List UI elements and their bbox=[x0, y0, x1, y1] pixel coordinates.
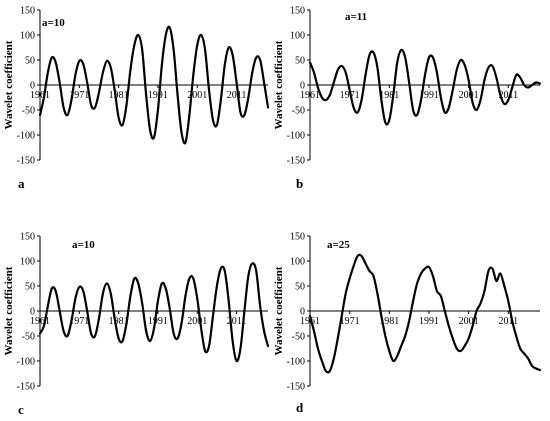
x-tick-label: 1991 bbox=[419, 90, 439, 101]
y-tick-label: 100 bbox=[20, 31, 35, 42]
series-line bbox=[308, 253, 542, 374]
panel-title: a=10 bbox=[72, 239, 95, 251]
x-tick-label: 1981 bbox=[109, 90, 129, 101]
panel-d: -150 -100 -50 0 50 100 150 1961 1971 1981 1991 2001… bbox=[273, 232, 542, 415]
series-line bbox=[308, 48, 542, 126]
y-tick-label: 100 bbox=[20, 257, 35, 268]
x-tick-label: 2001 bbox=[459, 316, 479, 327]
y-tick-label: -50 bbox=[22, 332, 35, 343]
y-axis-title: Wavelet coefficient bbox=[3, 40, 15, 129]
x-tick-label: 1981 bbox=[379, 316, 399, 327]
series-line bbox=[38, 262, 270, 363]
x-tick-label: 2001 bbox=[459, 90, 479, 101]
x-tick-label: 1961 bbox=[300, 90, 320, 101]
series-line bbox=[38, 25, 270, 145]
panel-letter: b bbox=[296, 176, 303, 191]
y-tick-label: -50 bbox=[292, 332, 305, 343]
y-tick-label: -100 bbox=[17, 131, 35, 142]
y-tick-label: -100 bbox=[287, 357, 305, 368]
x-tick-label: 2001 bbox=[187, 316, 207, 327]
y-tick-label: 50 bbox=[295, 282, 305, 293]
x-tick-label: 1991 bbox=[148, 90, 168, 101]
y-tick-label: -150 bbox=[287, 156, 305, 167]
x-tick-label: 2011 bbox=[227, 316, 247, 327]
y-tick-label: -100 bbox=[287, 131, 305, 142]
y-tick-label: 150 bbox=[290, 6, 305, 17]
y-tick-label: -50 bbox=[292, 106, 305, 117]
x-tick-label: 1991 bbox=[419, 316, 439, 327]
panel-letter: d bbox=[296, 400, 304, 415]
x-tick-label: 2011 bbox=[498, 90, 518, 101]
panel-letter: c bbox=[18, 402, 24, 417]
x-tick-label: 1981 bbox=[379, 90, 399, 101]
panel-title: a=11 bbox=[345, 11, 367, 23]
panel-title: a=25 bbox=[327, 239, 350, 251]
y-tick-label: 50 bbox=[25, 282, 35, 293]
y-tick-label: -50 bbox=[22, 106, 35, 117]
panel-a: -150 -100 -50 0 50 100 150 1961 1971 1981 1991 2001… bbox=[3, 6, 270, 191]
y-axis-title: Wavelet coefficient bbox=[273, 40, 285, 129]
y-tick-label: 50 bbox=[25, 56, 35, 67]
y-tick-label: 0 bbox=[30, 81, 35, 92]
x-tick-label: 2011 bbox=[498, 316, 518, 327]
x-tick-label: 2011 bbox=[227, 90, 247, 101]
y-tick-label: 100 bbox=[290, 31, 305, 42]
y-axis-title: Wavelet coefficient bbox=[273, 266, 285, 355]
y-tick-label: -150 bbox=[287, 382, 305, 393]
y-tick-label: -150 bbox=[17, 382, 35, 393]
x-tick-label: 1971 bbox=[340, 90, 360, 101]
panel-b: -150 -100 -50 0 50 100 150 1961 1971 1981 1991 2001… bbox=[273, 6, 542, 191]
panel-letter: a bbox=[18, 176, 25, 191]
y-tick-label: -150 bbox=[17, 156, 35, 167]
x-tick-label: 1981 bbox=[109, 316, 129, 327]
x-tick-label: 1961 bbox=[300, 316, 320, 327]
x-tick-label: 1971 bbox=[340, 316, 360, 327]
y-tick-label: 50 bbox=[295, 56, 305, 67]
x-tick-label: 1961 bbox=[30, 316, 50, 327]
y-tick-label: 0 bbox=[30, 307, 35, 318]
y-tick-label: 100 bbox=[290, 257, 305, 268]
y-tick-label: 150 bbox=[20, 6, 35, 17]
x-tick-label: 1961 bbox=[30, 90, 50, 101]
y-tick-label: 0 bbox=[300, 81, 305, 92]
panel-c: -150 -100 -50 0 50 100 150 1961 1971 1981 1991 2001… bbox=[3, 232, 270, 417]
y-tick-label: -100 bbox=[17, 357, 35, 368]
x-tick-label: 2001 bbox=[187, 90, 207, 101]
y-axis-title: Wavelet coefficient bbox=[3, 266, 15, 355]
x-tick-label: 1971 bbox=[69, 316, 89, 327]
x-tick-label: 1971 bbox=[69, 90, 89, 101]
y-tick-label: 150 bbox=[290, 232, 305, 243]
y-tick-label: 150 bbox=[20, 232, 35, 243]
panel-title: a=10 bbox=[42, 17, 65, 29]
x-tick-label: 1991 bbox=[148, 316, 168, 327]
y-tick-label: 0 bbox=[300, 307, 305, 318]
